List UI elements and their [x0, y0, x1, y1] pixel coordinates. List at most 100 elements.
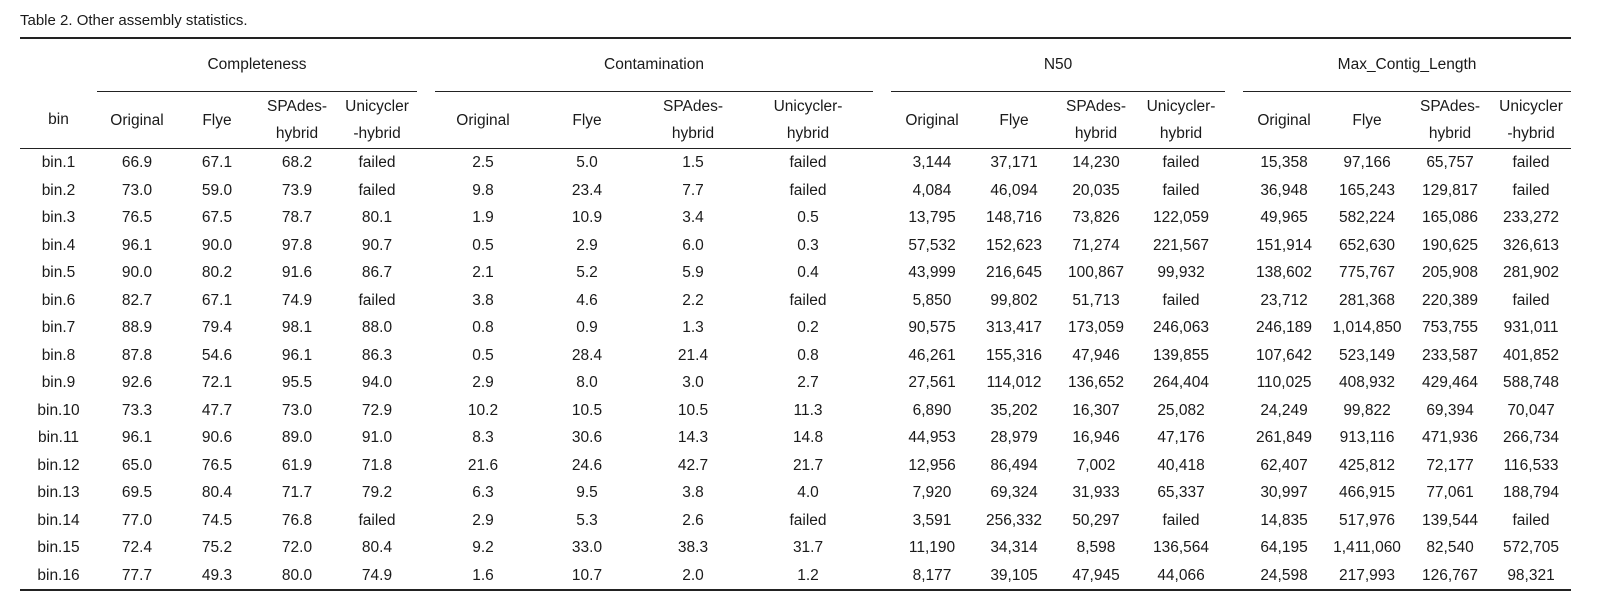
table-cell: 80.0	[281, 566, 313, 584]
table-cell: 233,587	[1422, 346, 1479, 364]
table-cell: 588,748	[1503, 374, 1560, 392]
table-cell: 76.5	[201, 456, 233, 474]
column-header-maxcontig-0: Original	[1243, 91, 1326, 149]
column-gap	[417, 259, 435, 287]
column-gap	[1225, 562, 1243, 591]
table-cell: 15,358	[1243, 148, 1326, 177]
table-cell: 2.1	[472, 264, 494, 282]
table-cell: 71.8	[361, 456, 393, 474]
column-gap	[417, 369, 435, 397]
table-cell: failed	[743, 148, 874, 177]
table-cell: failed	[337, 148, 418, 177]
table-cell: 24.6	[571, 456, 603, 474]
column-gap	[873, 534, 891, 562]
table-cell: 47,946	[1072, 346, 1120, 364]
table-cell: 3,144	[891, 148, 974, 177]
column-header-n50-3: Unicycler-hybrid	[1137, 91, 1226, 149]
column-header-line: SPAdes-	[1420, 98, 1481, 115]
table-cell: 71,274	[1072, 236, 1120, 254]
column-header-maxcontig-3: Unicycler -hybrid	[1491, 91, 1572, 149]
table-cell: 205,908	[1422, 264, 1479, 282]
table-cell: 931,011	[1503, 319, 1559, 337]
table-cell: 25,082	[1157, 401, 1205, 419]
table-cell: failed	[358, 511, 396, 529]
table-cell: 80.2	[201, 264, 233, 282]
column-gap	[873, 342, 891, 370]
table-cell: 221,567	[1153, 236, 1210, 254]
column-gap	[1225, 232, 1243, 260]
column-header-line: Unicycler-	[773, 98, 843, 115]
table-cell: 76.8	[281, 511, 313, 529]
table-cell: 21.4	[677, 346, 709, 364]
table-cell: 173,059	[1068, 319, 1125, 337]
table-cell: 151,914	[1256, 236, 1313, 254]
table-cell: 69.5	[121, 484, 153, 502]
table-cell: 1.5	[643, 148, 744, 177]
table-cell: 107,642	[1256, 346, 1313, 364]
table-cell: 246,063	[1153, 319, 1210, 337]
table-cell: 122,059	[1153, 209, 1210, 227]
column-gap	[873, 177, 891, 205]
table-cell: 16,946	[1072, 429, 1120, 447]
table-cell: 2.9	[576, 236, 598, 254]
table-cell: 69,394	[1426, 401, 1474, 419]
column-header-completeness-1: Flye	[177, 91, 257, 149]
table-cell: 2.0	[682, 566, 704, 584]
table-cell: 90,575	[908, 319, 956, 337]
column-header-completeness-2: SPAdes-hybrid	[257, 91, 337, 149]
table-cell: 148,716	[986, 209, 1043, 227]
column-header-contamination-0: Original	[435, 91, 532, 149]
table-cell: 42.7	[677, 456, 709, 474]
table-cell: 71.7	[281, 484, 313, 502]
table-cell: 77.7	[121, 566, 153, 584]
column-gap	[417, 232, 435, 260]
column-gap	[873, 259, 891, 287]
table-cell: 98,321	[1507, 566, 1555, 584]
table-cell: 4.0	[797, 484, 819, 502]
table-cell: 75.2	[201, 539, 233, 557]
table-cell: 136,652	[1068, 374, 1125, 392]
table-cell: 31,933	[1072, 484, 1120, 502]
table-cell: 78.7	[281, 209, 313, 227]
column-gap	[1225, 397, 1243, 425]
column-gap	[1225, 342, 1243, 370]
column-gap	[417, 342, 435, 370]
table-cell: 5.0	[531, 148, 644, 177]
table-cell: 96.1	[121, 429, 153, 447]
column-header-n50-2: SPAdes-hybrid	[1055, 91, 1138, 149]
table-body: bin.1 66.9 67.1 68.2 failed 2.5 5.0 1.5 failed 3,…	[20, 148, 1572, 591]
column-header-completeness-3: Unicycler -hybrid	[337, 91, 418, 149]
table-cell: 9.8	[472, 181, 494, 199]
table-cell: 86,494	[990, 456, 1038, 474]
column-gap	[1225, 424, 1243, 452]
table-cell: 16,307	[1072, 401, 1120, 419]
column-gap	[417, 424, 435, 452]
column-header-line: hybrid	[1159, 125, 1203, 142]
table-cell: 165,086	[1422, 209, 1479, 227]
table-cell: 1,014,850	[1332, 319, 1402, 337]
table-cell: 67.1	[177, 148, 257, 177]
row-label-bin: bin.2	[41, 181, 76, 199]
table-cell: 64,195	[1260, 539, 1308, 557]
table-cell: 10.5	[677, 401, 709, 419]
table-cell: 9.2	[472, 539, 494, 557]
table-cell: 2.5	[435, 148, 532, 177]
table-cell: 28,979	[990, 429, 1038, 447]
table-cell: 9.5	[576, 484, 598, 502]
column-header-n50-0: Original	[891, 91, 974, 149]
table-cell: 2.9	[472, 374, 494, 392]
column-gap	[1225, 92, 1243, 149]
table-cell: 188,794	[1503, 484, 1560, 502]
table-cell: 1.6	[472, 566, 494, 584]
table-cell: 152,623	[986, 236, 1043, 254]
table-cell: 46,094	[990, 181, 1038, 199]
column-header-line: Unicycler	[345, 98, 409, 115]
column-gap	[1225, 452, 1243, 480]
table-cell: 73.0	[281, 401, 313, 419]
table-cell: 43,999	[908, 264, 956, 282]
table-cell: 49,965	[1260, 209, 1308, 227]
column-header-line: hybrid	[671, 125, 715, 142]
column-header-line: Flye	[202, 111, 232, 129]
table-cell: failed	[358, 181, 396, 199]
table-cell: 89.0	[281, 429, 313, 447]
